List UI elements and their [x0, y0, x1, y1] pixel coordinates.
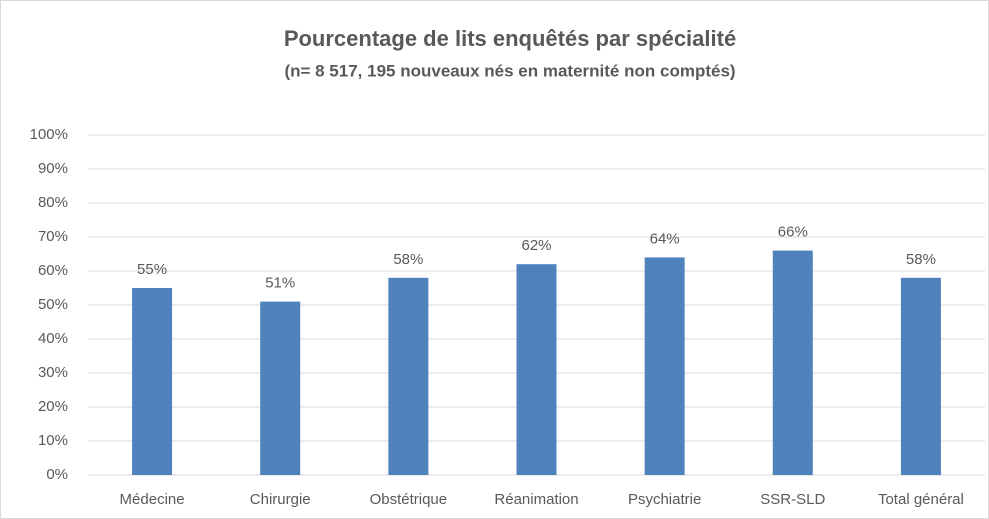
- y-tick-label: 100%: [30, 126, 68, 143]
- y-tick-label: 30%: [38, 364, 68, 381]
- data-label: 62%: [521, 237, 551, 254]
- chart-subtitle: (n= 8 517, 195 nouveaux nés en maternité…: [284, 61, 735, 80]
- bar: [900, 277, 941, 475]
- data-label: 51%: [265, 275, 295, 292]
- bar: [516, 264, 557, 475]
- bar: [132, 288, 173, 475]
- y-tick-label: 90%: [38, 160, 68, 177]
- y-tick-label: 70%: [38, 228, 68, 245]
- y-tick-label: 20%: [38, 398, 68, 415]
- y-tick-label: 0%: [46, 466, 68, 483]
- x-tick-label: Réanimation: [494, 491, 578, 508]
- bar: [260, 301, 301, 475]
- y-tick-label: 80%: [38, 194, 68, 211]
- x-tick-label: Total général: [878, 491, 964, 508]
- bar: [772, 250, 813, 475]
- y-tick-label: 50%: [38, 296, 68, 313]
- x-tick-label: Chirurgie: [250, 491, 311, 508]
- data-label: 64%: [650, 230, 680, 247]
- y-tick-label: 40%: [38, 330, 68, 347]
- y-tick-label: 60%: [38, 262, 68, 279]
- bar: [644, 257, 685, 475]
- data-label: 58%: [906, 251, 936, 268]
- x-tick-label: Obstétrique: [370, 491, 448, 508]
- x-tick-label: SSR-SLD: [760, 491, 825, 508]
- data-label: 66%: [778, 224, 808, 241]
- bar: [388, 277, 429, 475]
- x-tick-label: Psychiatrie: [628, 491, 701, 508]
- data-label: 55%: [137, 261, 167, 278]
- chart-title: Pourcentage de lits enquêtés par spécial…: [284, 26, 736, 51]
- x-tick-label: Médecine: [120, 491, 185, 508]
- data-label: 58%: [393, 251, 423, 268]
- y-tick-label: 10%: [38, 432, 68, 449]
